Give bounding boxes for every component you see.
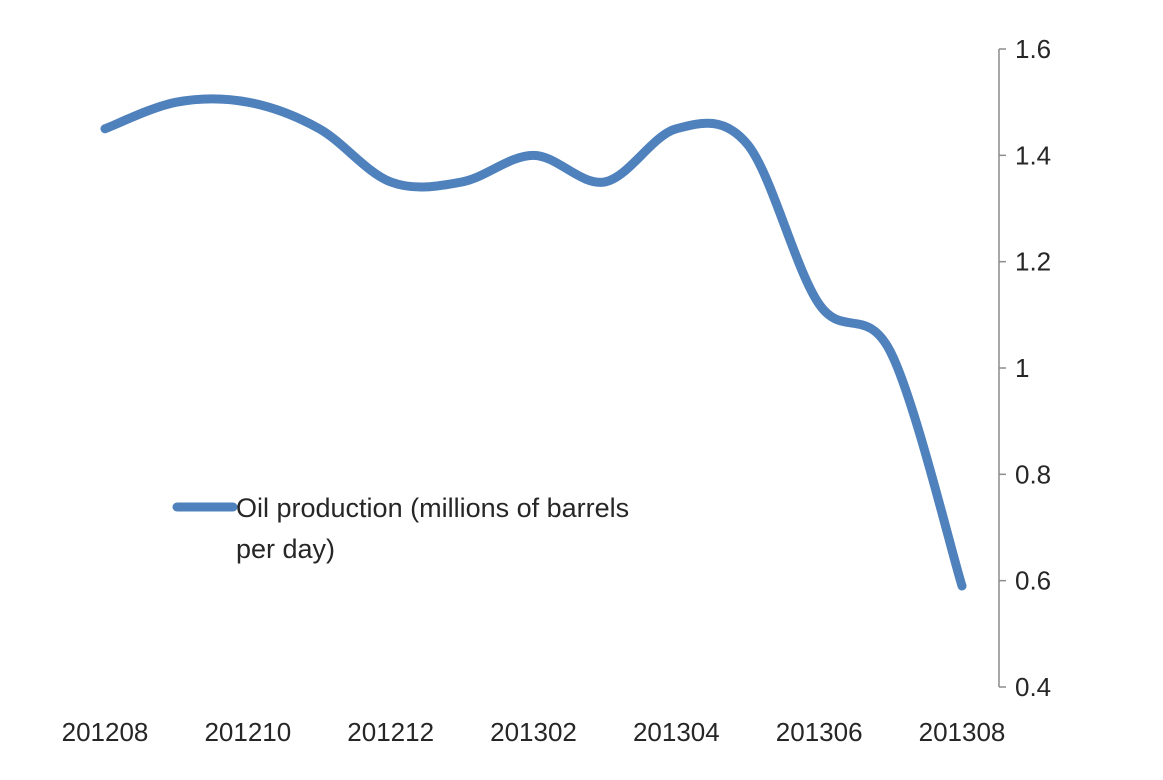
y-tick-label: 1.4	[1015, 140, 1051, 170]
y-tick-label: 0.4	[1015, 672, 1051, 702]
y-axis: 0.4 0.6 0.8 1 1.2 1.4 1.6	[998, 34, 1051, 702]
y-tick-label: 0.8	[1015, 459, 1051, 489]
x-tick-label: 201308	[919, 717, 1006, 747]
x-tick-label: 201306	[776, 717, 863, 747]
x-tick-label: 201208	[62, 717, 149, 747]
legend: Oil production (millions of barrels per …	[172, 493, 629, 564]
series-line-oil-production	[100, 94, 967, 591]
x-tick-label: 201210	[204, 717, 291, 747]
y-tick-label: 1	[1015, 353, 1029, 383]
y-tick-label: 0.6	[1015, 566, 1051, 596]
legend-label-line-1: Oil production (millions of barrels	[236, 493, 629, 523]
y-tick-label: 1.6	[1015, 34, 1051, 64]
y-axis-ticks: 0.4 0.6 0.8 1 1.2 1.4 1.6	[999, 34, 1051, 702]
plot-area	[100, 94, 967, 591]
x-tick-label: 201304	[633, 717, 720, 747]
x-tick-label: 201302	[490, 717, 577, 747]
y-tick-label: 1.2	[1015, 247, 1051, 277]
legend-label-line-2: per day)	[236, 534, 335, 564]
x-tick-label: 201212	[347, 717, 434, 747]
x-axis-labels: 201208 201210 201212 201302 201304 201306 2013…	[62, 717, 1006, 747]
